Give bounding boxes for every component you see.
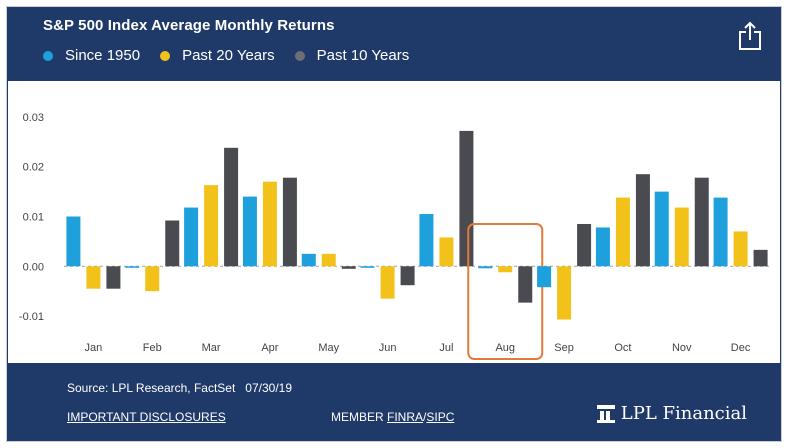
bar-mar-series-1	[204, 185, 219, 267]
chart-header: S&P 500 Index Average Monthly Returns Si…	[7, 7, 781, 81]
x-tick-label-feb: Feb	[143, 342, 162, 354]
bar-feb-series-0	[125, 266, 140, 268]
bar-dec-series-0	[713, 197, 728, 267]
member-slash: /	[423, 410, 427, 424]
bar-jun-series-1	[380, 266, 395, 299]
bar-feb-series-1	[145, 266, 160, 292]
sipc-link[interactable]: SIPC	[426, 410, 455, 424]
bar-oct-series-2	[635, 174, 650, 267]
source-note: Source: LPL Research, FactSet 07/30/19	[67, 381, 293, 395]
share-icon[interactable]	[737, 21, 763, 51]
brand-name: LPL Financial	[620, 403, 747, 424]
bar-may-series-1	[321, 253, 336, 267]
y-tick-label: -0.01	[19, 311, 44, 323]
bar-aug-series-2	[518, 266, 533, 303]
bar-apr-series-2	[282, 177, 297, 267]
bar-feb-series-2	[165, 220, 180, 267]
y-tick-label: 0.01	[23, 212, 44, 224]
bar-jul-series-0	[419, 214, 434, 267]
x-tick-label-may: May	[318, 342, 339, 354]
bar-jul-series-1	[439, 237, 454, 267]
x-tick-label-apr: Apr	[261, 342, 278, 354]
bar-mar-series-0	[184, 207, 199, 267]
bar-sep-series-0	[537, 266, 552, 288]
legend-item-past-20-years: Past 20 Years	[160, 47, 275, 64]
x-tick-label-dec: Dec	[731, 342, 751, 354]
bar-jan-series-0	[66, 216, 81, 267]
legend-label-past-20-years: Past 20 Years	[182, 47, 275, 64]
legend-swatch-past-20-years	[160, 50, 171, 61]
chart-footer: Source: LPL Research, FactSet 07/30/19 I…	[7, 363, 781, 441]
member-note: MEMBER FINRA/SIPC	[331, 410, 454, 424]
bar-sep-series-2	[577, 223, 592, 267]
x-tick-label-jul: Jul	[439, 342, 453, 354]
bar-nov-series-2	[694, 177, 709, 267]
chart-title: S&P 500 Index Average Monthly Returns	[43, 17, 335, 34]
chart-legend: Since 1950 Past 20 Years Past 10 Years	[43, 47, 429, 64]
bar-nov-series-0	[654, 191, 669, 267]
bar-oct-series-1	[615, 197, 630, 267]
bar-apr-series-1	[262, 181, 277, 267]
bar-sep-series-1	[557, 266, 572, 320]
x-tick-label-mar: Mar	[202, 342, 221, 354]
bar-jun-series-2	[400, 266, 415, 286]
member-prefix: MEMBER	[331, 410, 388, 424]
bar-chart: 0.03 0.02 0.01 0.00 -0.01 Jan Feb Mar Apr May Jun J…	[19, 112, 770, 360]
legend-item-since-1950: Since 1950	[43, 47, 140, 64]
bar-jul-series-2	[459, 130, 474, 267]
x-tick-label-oct: Oct	[614, 342, 631, 354]
bar-mar-series-2	[224, 147, 239, 267]
chart-card: S&P 500 Index Average Monthly Returns Si…	[6, 6, 782, 442]
bar-dec-series-1	[733, 231, 748, 267]
finra-link[interactable]: FINRA	[387, 410, 424, 424]
x-tick-label-nov: Nov	[672, 342, 692, 354]
bar-aug-series-1	[498, 266, 513, 273]
bar-oct-series-0	[595, 227, 610, 267]
legend-label-past-10-years: Past 10 Years	[316, 47, 410, 64]
important-disclosures-link[interactable]: IMPORTANT DISCLOSURES	[67, 410, 226, 424]
plot-area: 0.03 0.02 0.01 0.00 -0.01 Jan Feb Mar Apr May Jun J…	[8, 81, 780, 363]
bar-may-series-0	[301, 253, 316, 267]
x-tick-label-sep: Sep	[554, 342, 574, 354]
lpl-brand: LPL Financial	[596, 403, 747, 424]
legend-item-past-10-years: Past 10 Years	[294, 47, 410, 64]
x-tick-label-jan: Jan	[85, 342, 103, 354]
bar-jan-series-1	[86, 266, 101, 289]
bar-dec-series-2	[753, 249, 768, 267]
legend-swatch-past-10-years	[294, 50, 305, 61]
bar-aug-series-0	[478, 266, 493, 269]
x-tick-label-aug: Aug	[495, 342, 515, 354]
bar-apr-series-0	[242, 196, 257, 267]
bar-jun-series-0	[360, 266, 375, 268]
lpl-logo-icon	[596, 404, 615, 423]
y-tick-label: 0.02	[23, 162, 44, 174]
x-tick-label-jun: Jun	[379, 342, 397, 354]
y-tick-label: 0.00	[23, 261, 44, 273]
legend-swatch-since-1950	[43, 50, 53, 61]
legend-label-since-1950: Since 1950	[65, 47, 141, 64]
bar-may-series-2	[341, 266, 356, 269]
bar-nov-series-1	[674, 207, 689, 267]
highlight-box-aug	[467, 222, 544, 360]
y-tick-label: 0.03	[23, 112, 44, 124]
bar-jan-series-2	[106, 266, 121, 289]
